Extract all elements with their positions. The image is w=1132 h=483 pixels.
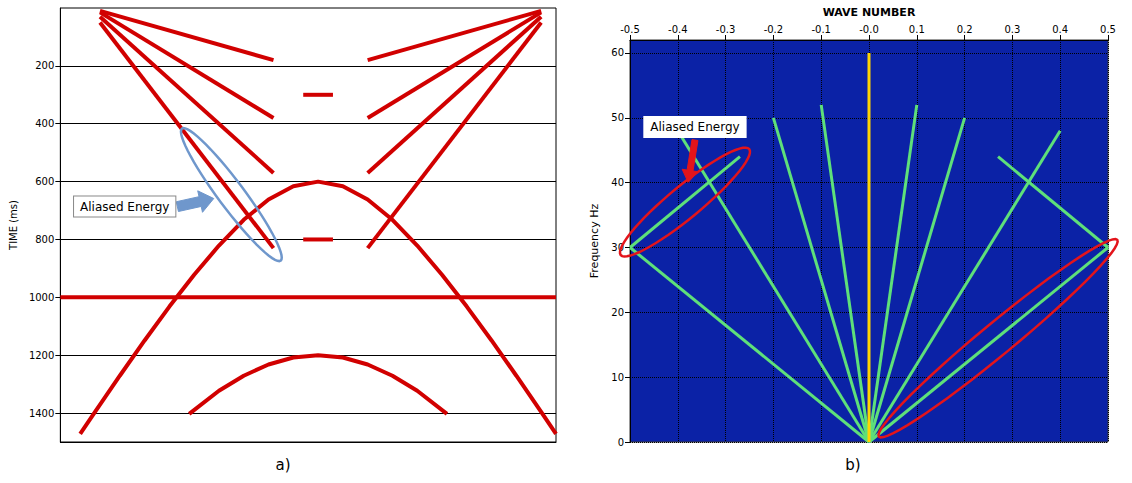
svg-text:WAVE NUMBER: WAVE NUMBER: [823, 6, 916, 19]
svg-text:600: 600: [35, 176, 54, 187]
svg-text:20: 20: [611, 307, 624, 318]
html-text:a): a): [275, 456, 291, 474]
svg-text:TIME (ms): TIME (ms): [8, 200, 19, 251]
html-text:b): b): [845, 456, 861, 474]
svg-text:-0.3: -0.3: [716, 24, 736, 35]
svg-text:60: 60: [611, 47, 624, 58]
svg-text:-0.1: -0.1: [811, 24, 831, 35]
svg-text:0.4: 0.4: [1052, 24, 1068, 35]
svg-text:-0.5: -0.5: [620, 24, 640, 35]
svg-text:-0.0: -0.0: [859, 24, 879, 35]
svg-text:50: 50: [611, 112, 624, 123]
svg-text:1000: 1000: [29, 292, 54, 303]
svg-text:-0.4: -0.4: [668, 24, 688, 35]
svg-text:0.2: 0.2: [957, 24, 973, 35]
svg-text:0.3: 0.3: [1004, 24, 1020, 35]
svg-text:400: 400: [35, 118, 54, 129]
svg-text:Frequency Hz: Frequency Hz: [588, 204, 601, 279]
svg-text:Aliased Energy: Aliased Energy: [80, 200, 169, 214]
svg-text:800: 800: [35, 234, 54, 245]
svg-text:0.1: 0.1: [909, 24, 925, 35]
svg-text:30: 30: [611, 242, 624, 253]
svg-text:200: 200: [35, 60, 54, 71]
svg-text:1400: 1400: [29, 408, 54, 419]
svg-text:1200: 1200: [29, 350, 54, 361]
svg-text:0.5: 0.5: [1100, 24, 1116, 35]
svg-text:10: 10: [611, 372, 624, 383]
svg-text:-0.2: -0.2: [764, 24, 784, 35]
svg-text:0: 0: [618, 437, 624, 448]
svg-text:40: 40: [611, 177, 624, 188]
svg-text:Aliased Energy: Aliased Energy: [650, 120, 739, 134]
